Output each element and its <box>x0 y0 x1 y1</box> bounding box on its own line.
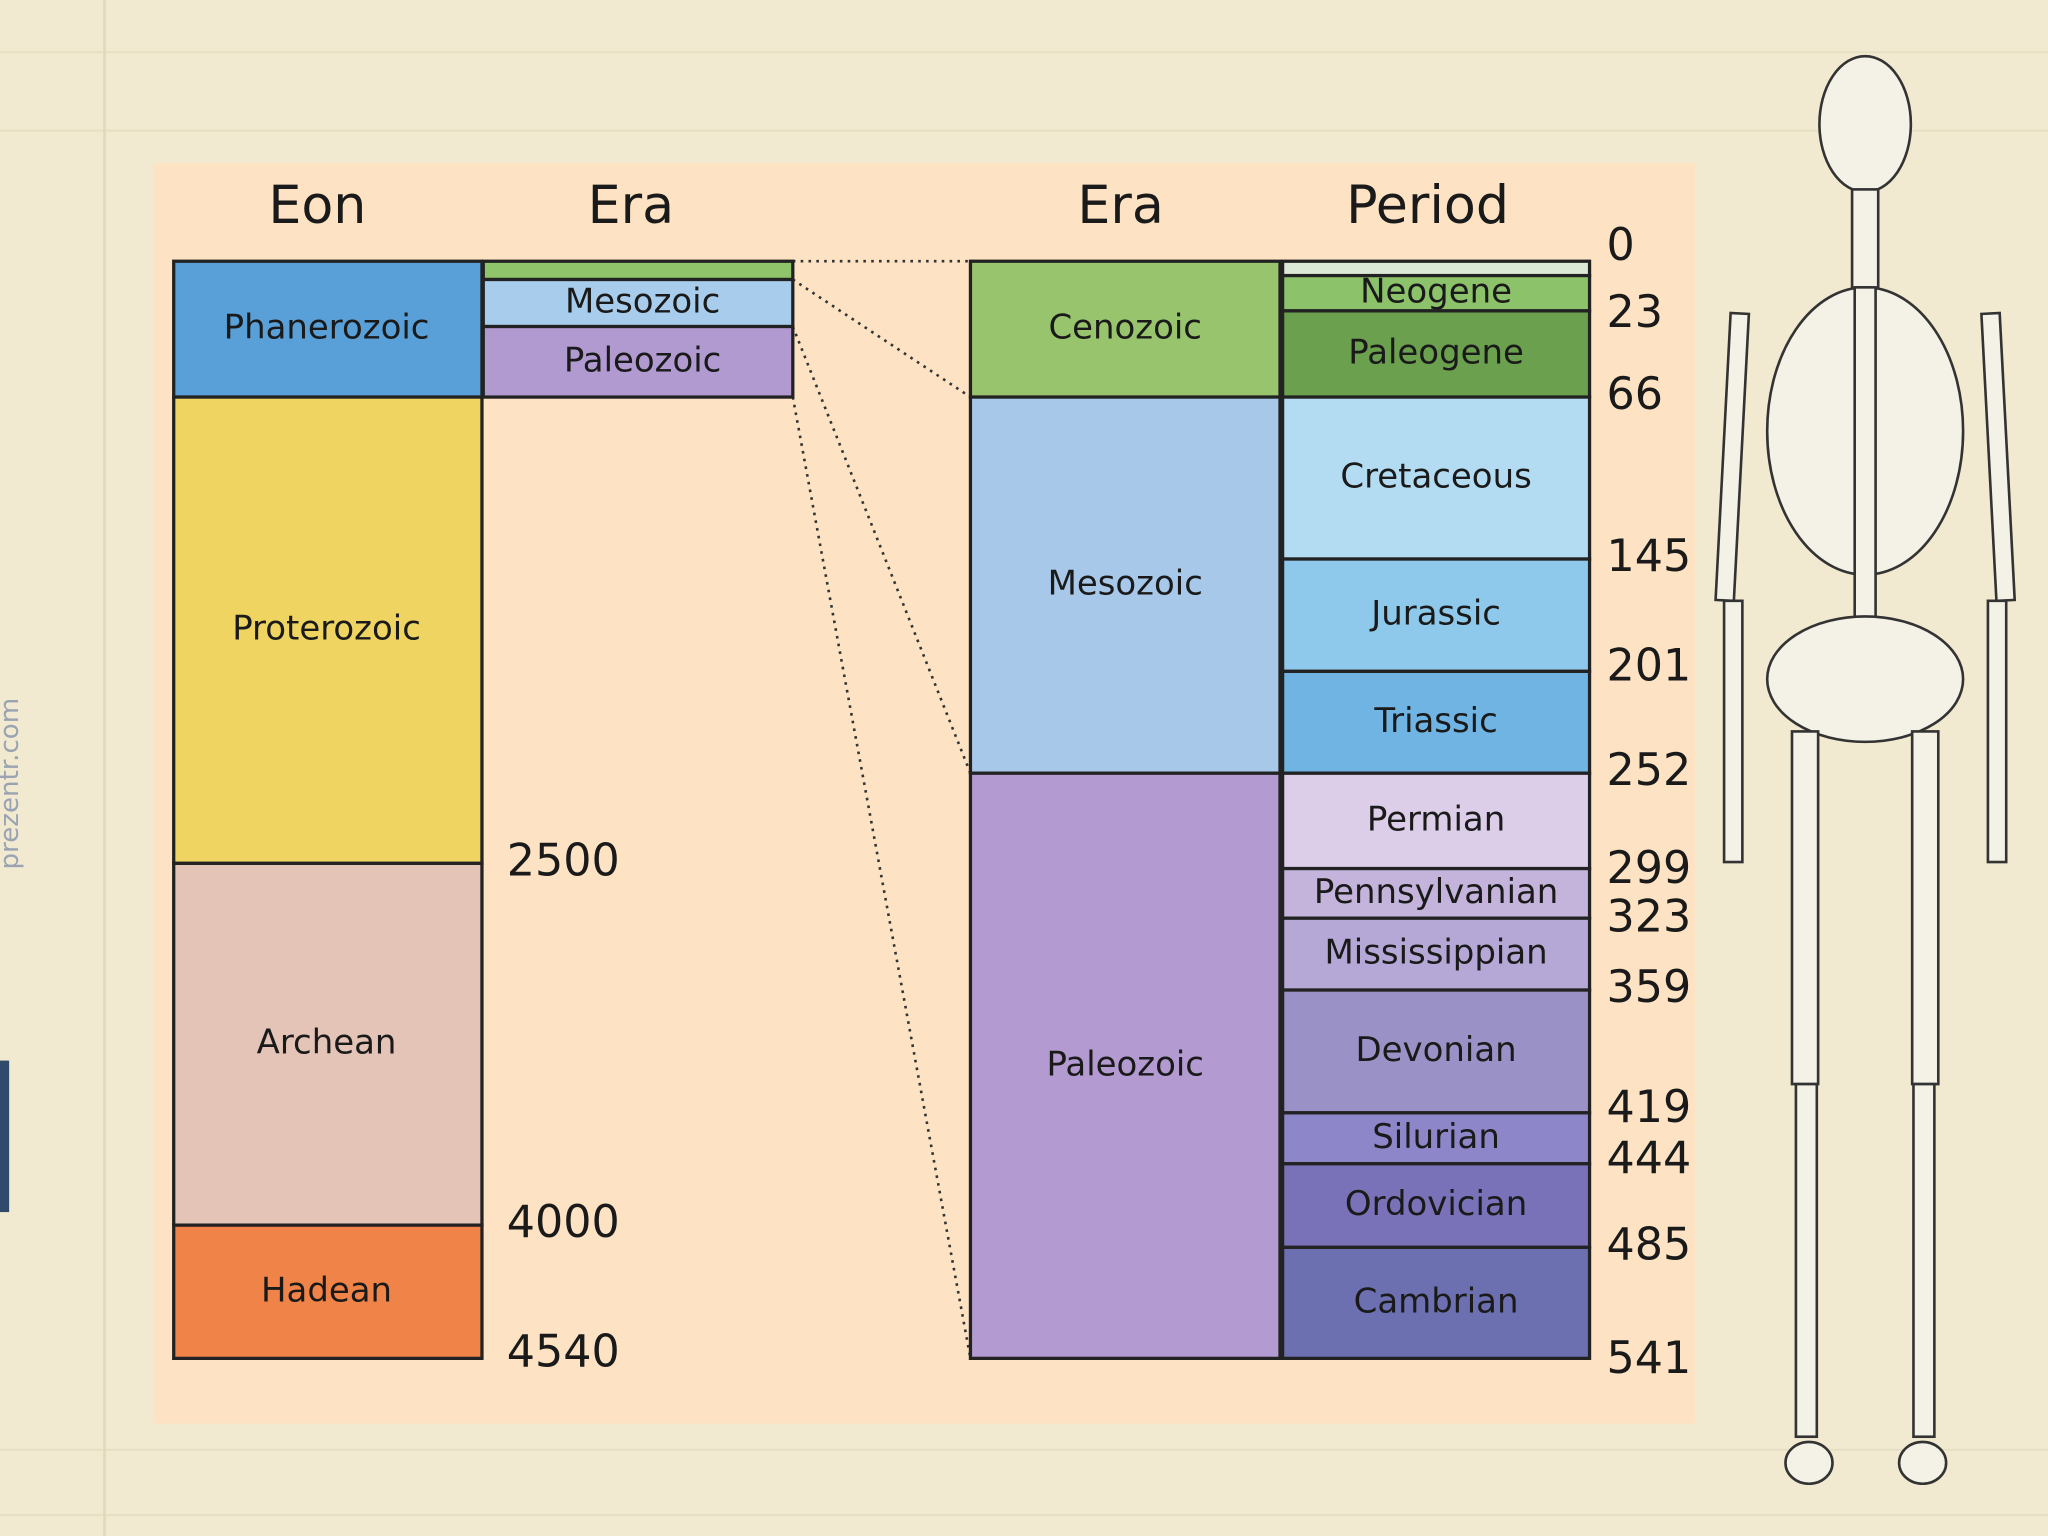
period-label: Permian <box>1367 799 1505 839</box>
era-label: Mesozoic <box>565 282 720 322</box>
age-label: 323 <box>1607 892 1692 943</box>
header: Eon <box>268 176 366 236</box>
period-label: Paleogene <box>1348 332 1524 372</box>
eon-block <box>172 259 484 399</box>
eon-label: Hadean <box>261 1270 392 1310</box>
era-block <box>968 771 1282 1360</box>
period-label: Pennsylvanian <box>1314 872 1558 912</box>
period-label: Cretaceous <box>1340 457 1531 497</box>
period-block <box>1280 916 1592 992</box>
age-label: 201 <box>1607 641 1692 692</box>
era-block <box>481 259 795 282</box>
period-block <box>1280 771 1592 871</box>
era-block <box>481 277 795 329</box>
watermark: prezentr.com <box>0 698 25 870</box>
age-label: 419 <box>1607 1082 1692 1133</box>
header: Era <box>1077 176 1164 236</box>
era-block <box>968 259 1282 399</box>
period-block <box>1280 1245 1592 1360</box>
age-label: 299 <box>1607 843 1692 894</box>
age-label: 4540 <box>507 1326 620 1377</box>
age-label: 4000 <box>507 1197 620 1248</box>
period-block <box>1280 273 1592 313</box>
period-block <box>1280 395 1592 561</box>
period-label: Neogene <box>1360 272 1512 312</box>
eon-block <box>172 1223 484 1360</box>
period-label: Mississippian <box>1325 933 1548 973</box>
era-block <box>968 395 1282 775</box>
period-block <box>1280 866 1592 920</box>
header: Period <box>1346 176 1509 236</box>
age-label: 0 <box>1607 220 1635 271</box>
eon-label: Archean <box>257 1023 397 1063</box>
age-label: 252 <box>1607 745 1692 796</box>
period-label: Cambrian <box>1354 1281 1519 1321</box>
eon-block <box>172 861 484 1227</box>
eon-label: Proterozoic <box>232 609 421 649</box>
age-label: 359 <box>1607 962 1692 1013</box>
age-label: 444 <box>1607 1133 1692 1184</box>
age-label: 23 <box>1607 287 1664 338</box>
age-label: 145 <box>1607 531 1692 582</box>
age-label: 66 <box>1607 369 1664 420</box>
period-label: Triassic <box>1373 701 1497 741</box>
period-label: Jurassic <box>1369 594 1501 634</box>
age-label: 2500 <box>507 835 620 886</box>
skeleton <box>1714 54 2017 1486</box>
eon-block <box>172 395 484 865</box>
period-label: Ordovician <box>1345 1184 1527 1224</box>
era-block <box>481 324 795 399</box>
zoom-lines <box>791 259 972 1359</box>
period-label: Devonian <box>1356 1030 1517 1070</box>
eon-label: Phanerozoic <box>224 308 430 348</box>
period-block <box>1280 309 1592 399</box>
era-label: Cenozoic <box>1048 308 1202 348</box>
period-label: Silurian <box>1372 1117 1500 1157</box>
age-label: 485 <box>1607 1219 1692 1270</box>
era-label: Paleozoic <box>1046 1044 1203 1084</box>
header: Era <box>588 176 675 236</box>
era-label: Paleozoic <box>564 340 721 380</box>
era-label: Mesozoic <box>1048 564 1203 604</box>
age-label: 541 <box>1607 1333 1692 1384</box>
